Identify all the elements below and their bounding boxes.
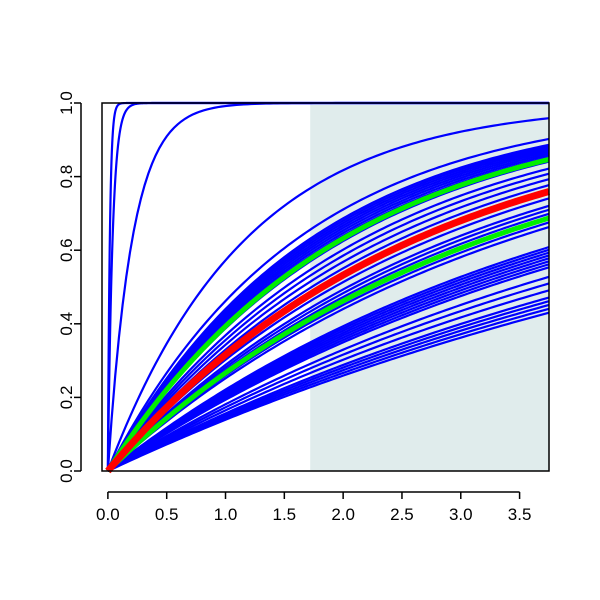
- highlight-curve: [106, 215, 550, 473]
- x-tick-label: 1.5: [273, 505, 297, 524]
- plot-frame: [101, 102, 550, 472]
- highlight-curve: [105, 157, 550, 473]
- blue-curve: [107, 282, 550, 472]
- blue-curve: [107, 275, 550, 472]
- blue-curve: [106, 137, 550, 472]
- blue-curve: [106, 172, 550, 472]
- x-tick-label: 0.0: [96, 505, 120, 524]
- y-tick-label: 0.6: [57, 238, 76, 262]
- blue-curve: [107, 178, 550, 472]
- x-tick-label: 3.0: [449, 505, 473, 524]
- blue-curve: [106, 167, 550, 472]
- highlight-curves-group: [105, 157, 550, 474]
- y-tick-label: 0.0: [57, 459, 76, 483]
- x-tick-label: 2.0: [331, 505, 355, 524]
- x-axis: 0.0 0.5 1.0 1.5 2.0 2.5 3.0 3.5: [96, 491, 532, 524]
- y-tick-label: 1.0: [57, 91, 76, 115]
- blue-curve: [107, 204, 550, 472]
- x-tick-label: 1.0: [214, 505, 238, 524]
- x-tick-label: 0.5: [155, 505, 179, 524]
- y-tick-label: 0.8: [57, 165, 76, 189]
- blue-curve: [107, 311, 550, 472]
- blue-curve: [106, 117, 550, 472]
- y-tick-label: 0.4: [57, 312, 76, 336]
- blue-curve: [107, 225, 550, 472]
- y-tick-label: 0.2: [57, 386, 76, 410]
- y-axis: 0.0 0.2 0.4 0.6 0.8 1.0: [57, 91, 82, 483]
- blue-curve: [107, 289, 550, 472]
- x-tick-label: 2.5: [390, 505, 414, 524]
- highlight-curve: [105, 188, 550, 474]
- x-tick-label: 3.5: [508, 505, 532, 524]
- blue-curve: [107, 208, 550, 472]
- blue-curve: [107, 266, 550, 472]
